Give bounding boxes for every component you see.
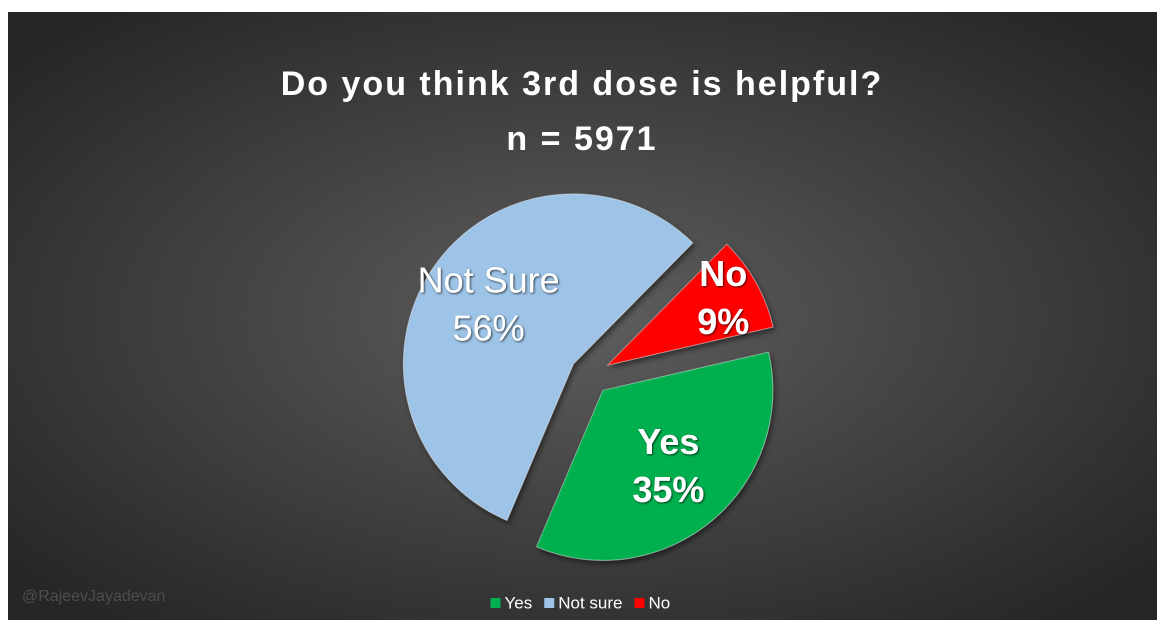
pie-slice xyxy=(605,243,774,367)
legend-swatch xyxy=(634,598,645,608)
data-label-name: No xyxy=(699,253,747,294)
data-label: 56% xyxy=(453,308,525,349)
watermark: @RajeevJayadevan xyxy=(22,588,165,605)
legend: Yes Not sure No xyxy=(490,593,670,612)
legend-swatch xyxy=(544,598,555,608)
chart-title: Do you think 3rd dose is helpful? xyxy=(281,65,883,103)
legend-label: No xyxy=(648,593,670,612)
pie-slice xyxy=(535,351,774,561)
pie: Yes 35% Not Sure 56% No 9% xyxy=(402,193,774,561)
pie-slice xyxy=(402,193,694,522)
legend-label: Yes xyxy=(505,593,533,612)
data-label-name: Not Sure xyxy=(418,260,560,301)
legend-swatch xyxy=(490,598,501,608)
data-label-name: Yes xyxy=(637,421,699,462)
chart-subtitle: n = 5971 xyxy=(506,120,657,158)
data-label: 9% xyxy=(697,301,749,342)
data-label: 35% xyxy=(632,469,704,510)
legend-label: Not sure xyxy=(558,593,622,612)
